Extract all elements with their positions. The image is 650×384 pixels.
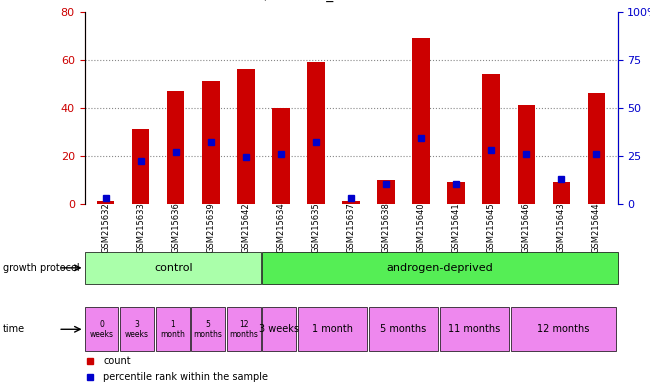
Bar [120,307,154,351]
Bar [272,108,290,204]
Bar [237,69,255,204]
Bar [588,93,605,204]
Text: GSM215641: GSM215641 [452,202,461,253]
Bar [377,180,395,204]
Bar [202,81,220,204]
Text: 5
months: 5 months [194,319,222,339]
Bar [262,307,296,351]
Text: control: control [154,263,192,273]
Text: androgen-deprived: androgen-deprived [387,263,493,273]
Bar [191,307,225,351]
Text: 12 months: 12 months [537,324,590,334]
Text: GSM215642: GSM215642 [241,202,250,253]
Bar [84,252,261,284]
Text: GSM215634: GSM215634 [276,202,285,253]
Bar [167,91,185,204]
Bar [343,201,359,204]
Bar [227,307,261,351]
Bar [482,74,500,204]
Text: percentile rank within the sample: percentile rank within the sample [103,372,268,382]
Text: GSM215639: GSM215639 [206,202,215,253]
Text: 1 month: 1 month [312,324,353,334]
Bar [517,105,535,204]
Bar [298,307,367,351]
Text: GSM215637: GSM215637 [346,202,356,253]
Text: GSM215644: GSM215644 [592,202,601,253]
Text: growth protocol: growth protocol [3,263,80,273]
Bar [155,307,190,351]
Bar [447,182,465,204]
Bar [511,307,616,351]
Text: GSM215635: GSM215635 [311,202,320,253]
Bar [97,201,114,204]
Bar [132,129,150,204]
Text: GSM215633: GSM215633 [136,202,145,253]
Bar [412,38,430,204]
Text: count: count [103,356,131,366]
Text: GSM215632: GSM215632 [101,202,110,253]
Bar [369,307,438,351]
Bar [262,252,618,284]
Text: 1
month: 1 month [160,319,185,339]
Text: GSM215646: GSM215646 [522,202,531,253]
Text: time: time [3,324,25,334]
Text: 0
weeks: 0 weeks [90,319,114,339]
Text: GSM215645: GSM215645 [487,202,496,253]
Text: GDS3358 / 230022_at: GDS3358 / 230022_at [195,0,347,2]
Text: GSM215636: GSM215636 [171,202,180,253]
Text: 3
weeks: 3 weeks [125,319,149,339]
Text: 12
months: 12 months [229,319,258,339]
Text: GSM215638: GSM215638 [382,202,391,253]
Text: 5 months: 5 months [380,324,426,334]
Text: GSM215643: GSM215643 [557,202,566,253]
Bar [440,307,510,351]
Bar [84,307,118,351]
Text: 11 months: 11 months [448,324,500,334]
Text: GSM215640: GSM215640 [417,202,426,253]
Bar [307,62,325,204]
Bar [552,182,570,204]
Text: 3 weeks: 3 weeks [259,324,299,334]
